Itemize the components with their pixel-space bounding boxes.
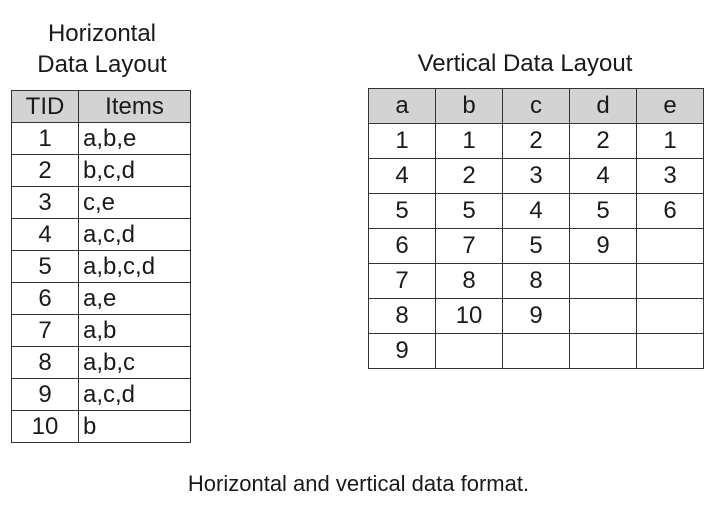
tid-list-cell [569,333,637,369]
tid-cell: 2 [11,154,79,187]
tid-list-cell [569,263,637,299]
tid-list-cell: 2 [502,123,570,159]
tid-list-cell: 1 [368,123,436,159]
table-row: 8 a,b,c [11,346,191,379]
table-row: 7 8 8 [368,263,704,299]
tid-list-cell [569,298,637,334]
table-row: 5 a,b,c,d [11,250,191,283]
tid-list-cell: 4 [569,158,637,194]
tid-list-cell: 5 [368,193,436,229]
tid-list-cell: 10 [435,298,503,334]
tid-cell: 10 [11,410,79,443]
tid-list-cell: 8 [368,298,436,334]
table-row: 1 a,b,e [11,122,191,155]
tid-list-cell: 7 [435,228,503,264]
items-cell: a,b,c,d [78,250,191,283]
items-cell: b [78,410,191,443]
vertical-header-row: a b c d e [368,88,704,124]
tid-cell: 9 [11,378,79,411]
figure-caption: Horizontal and vertical data format. [187,471,530,496]
tid-cell: 6 [11,282,79,315]
tid-cell: 1 [11,122,79,155]
tid-list-cell: 8 [502,263,570,299]
tid-list-cell: 1 [435,123,503,159]
table-row: 7 a,b [11,314,191,347]
horizontal-title-line1: Horizontal [47,20,157,47]
table-row: 6 a,e [11,282,191,315]
table-row: 8 10 9 [368,298,704,334]
tid-list-cell: 3 [636,158,704,194]
tid-list-cell: 2 [569,123,637,159]
horizontal-header-row: TID Items [11,90,191,123]
tid-cell: 7 [11,314,79,347]
tid-list-cell: 5 [569,193,637,229]
table-row: 9 [368,333,704,369]
tid-list-cell: 1 [636,123,704,159]
table-row: 4 a,c,d [11,218,191,251]
tid-cell: 4 [11,218,79,251]
table-row: 9 a,c,d [11,378,191,411]
table-row: 6 7 5 9 [368,228,704,264]
tid-list-cell: 2 [435,158,503,194]
horizontal-layout-table: TID Items 1 a,b,e 2 b,c,d 3 c,e 4 a,c,d 5 a,b… [11,90,191,443]
items-cell: a,e [78,282,191,315]
tid-list-cell [636,333,704,369]
table-row: 3 c,e [11,186,191,219]
tid-list-cell: 8 [435,263,503,299]
items-cell: a,c,d [78,378,191,411]
column-header-e: e [636,88,704,124]
tid-cell: 5 [11,250,79,283]
table-row: 5 5 4 5 6 [368,193,704,229]
tid-list-cell: 4 [502,193,570,229]
vertical-layout-table: a b c d e 1 1 2 2 1 4 2 3 4 3 5 5 4 5 6 [368,88,704,369]
items-cell: a,b,e [78,122,191,155]
tid-list-cell [435,333,503,369]
tid-list-cell [636,298,704,334]
tid-list-cell: 6 [368,228,436,264]
horizontal-title-line2: Data Layout [37,51,167,78]
vertical-layout-title: Vertical Data Layout [417,50,633,77]
column-header-d: d [569,88,637,124]
table-row: 4 2 3 4 3 [368,158,704,194]
table-row: 2 b,c,d [11,154,191,187]
tid-cell: 3 [11,186,79,219]
table-row: 1 1 2 2 1 [368,123,704,159]
table-row: 10 b [11,410,191,443]
tid-list-cell [502,333,570,369]
column-header-items: Items [78,90,191,123]
items-cell: c,e [78,186,191,219]
horizontal-layout-title: Horizontal Data Layout [22,18,182,80]
column-header-c: c [502,88,570,124]
items-cell: a,b,c [78,346,191,379]
tid-list-cell: 3 [502,158,570,194]
tid-cell: 8 [11,346,79,379]
items-cell: b,c,d [78,154,191,187]
tid-list-cell: 9 [368,333,436,369]
tid-list-cell [636,228,704,264]
tid-list-cell: 6 [636,193,704,229]
tid-list-cell: 5 [502,228,570,264]
items-cell: a,b [78,314,191,347]
tid-list-cell [636,263,704,299]
tid-list-cell: 5 [435,193,503,229]
tid-list-cell: 9 [569,228,637,264]
items-cell: a,c,d [78,218,191,251]
column-header-b: b [435,88,503,124]
column-header-a: a [368,88,436,124]
tid-list-cell: 9 [502,298,570,334]
tid-list-cell: 4 [368,158,436,194]
column-header-tid: TID [11,90,79,123]
tid-list-cell: 7 [368,263,436,299]
